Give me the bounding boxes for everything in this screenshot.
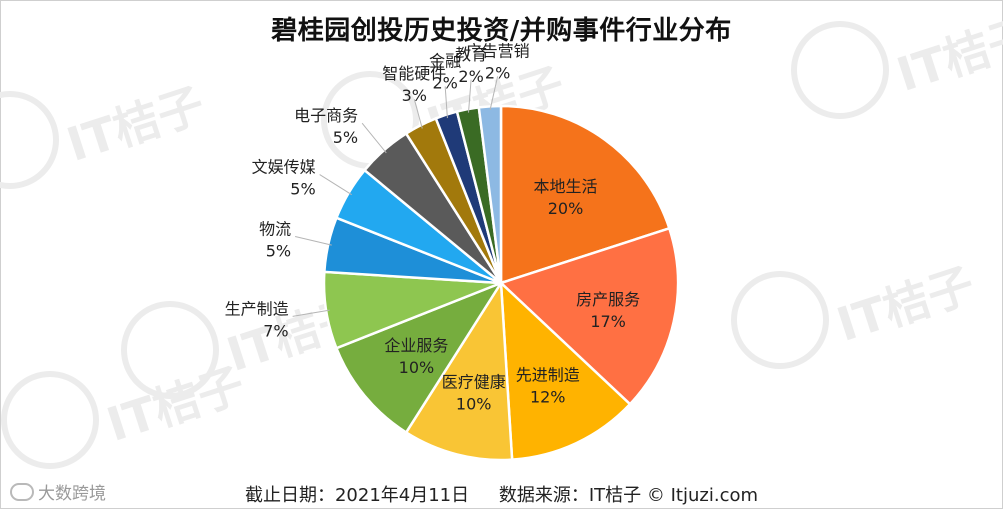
watermark-text: IT桔子 [60,77,210,172]
watermark-mark: IT桔子 [0,77,211,189]
leader-line [319,174,352,196]
watermark-text: IT桔子 [830,257,980,352]
slice-pct-label: 20% [548,199,584,218]
slice-pct-label: 2% [458,67,483,86]
slice-pct-label: 3% [402,86,427,105]
slice-name-label: 房产服务 [576,290,640,309]
brand-logo-icon [10,482,34,501]
pie-slices [322,104,680,462]
footer-date: 截止日期：2021年4月11日 [244,485,470,506]
pie-slice [404,279,514,462]
footer: 截止日期：2021年4月11日 数据来源：IT桔子 © Itjuzi.com [0,481,1003,507]
brand-text: 大数跨境 [38,484,106,504]
slice-pct-label: 12% [530,387,566,406]
leader-line [413,99,423,129]
slice-name-label: 物流 [259,220,291,239]
slice-name-label: 广告营销 [466,41,530,60]
slice-name-label: 智能硬件 [382,64,446,83]
brand-watermark: 大数跨境 [10,479,106,504]
leader-line [467,79,472,113]
slice-pct-label: 10% [456,394,492,413]
watermark-mark: IT桔子 [731,257,981,369]
slice-labels: 本地生活 20% 房产服务 17% 先进制造 12% 医疗健康 10% 企业服务 10% 生产制造 7… [225,41,640,413]
slice-pct-label: 2% [432,73,457,92]
slice-name-label: 金融 [429,51,461,70]
slice-pct-label: 5% [333,128,358,147]
slice-name-label: 本地生活 [533,177,597,196]
slice-name-label: 文娱传媒 [252,158,316,177]
slice-pct-label: 5% [290,180,315,199]
pie-slice [334,280,505,435]
slice-pct-label: 7% [263,321,288,340]
slice-name-label: 教育 [455,45,487,64]
leader-lines [292,76,499,317]
leader-line [361,122,387,154]
chart-title: 碧桂园创投历史投资/并购事件行业分布 [271,16,732,46]
leader-line [489,76,499,110]
pie-slice [499,279,632,461]
watermark-text: IT桔子 [100,357,250,452]
slice-name-label: 电子商务 [294,106,358,125]
slice-name-label: 医疗健康 [442,372,506,391]
slice-pct-label: 2% [485,63,510,82]
slice-pct-label: 5% [266,242,291,261]
slice-pct-label: 10% [399,358,435,377]
pie-slice [499,104,671,285]
slice-name-label: 企业服务 [384,336,448,355]
pie-slice [477,104,503,284]
slice-name-label: 生产制造 [225,299,289,318]
leader-line [292,309,330,317]
footer-source: 数据来源：IT桔子 © Itjuzi.com [498,485,759,506]
slice-pct-label: 17% [590,312,626,331]
pie-slice [498,226,680,406]
leader-line [444,86,448,119]
leader-line [295,236,332,246]
slice-name-label: 先进制造 [516,365,580,384]
